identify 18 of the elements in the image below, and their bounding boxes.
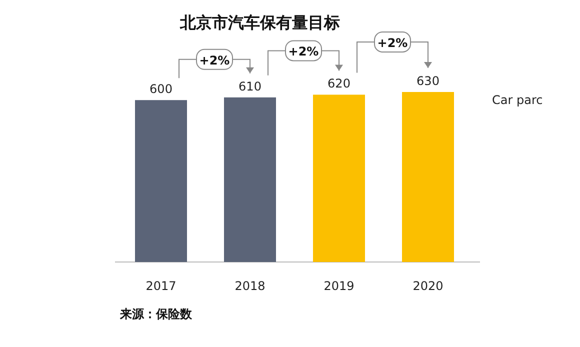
x-tick-label: 2020 (412, 279, 444, 293)
data-label: 600 (150, 82, 172, 96)
data-label: 620 (328, 76, 350, 91)
chart-title: 北京市汽车保有量目标 (179, 13, 340, 32)
bar (313, 94, 365, 262)
x-tick-label: 2017 (146, 279, 176, 293)
text: Car parc (492, 93, 543, 108)
x-tick-label: 2018 (234, 279, 266, 293)
text: +2% (377, 36, 408, 50)
bar (402, 92, 454, 262)
data-label: 630 (416, 74, 440, 88)
source-note: 来源：保险数 (119, 307, 193, 321)
data-label: 610 (238, 79, 262, 94)
bar (135, 100, 187, 262)
bar (224, 97, 276, 262)
x-tick-label: 2019 (324, 279, 354, 293)
text: +2% (199, 53, 230, 68)
text: +2% (288, 44, 319, 59)
